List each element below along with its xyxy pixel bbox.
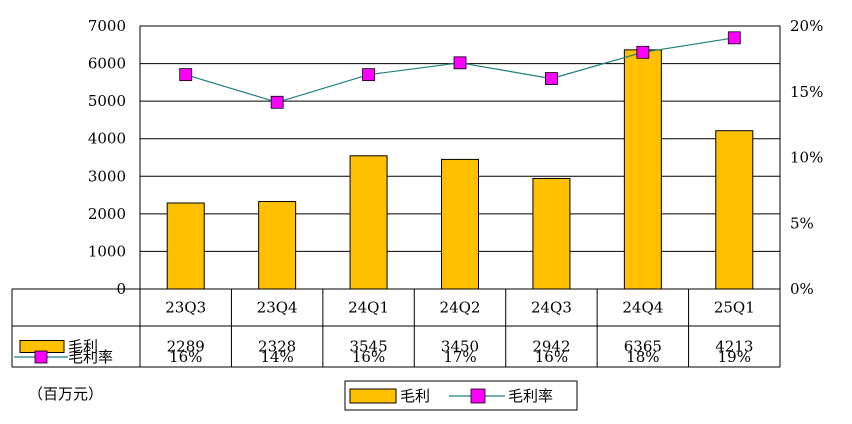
data-label: 2328 (258, 338, 296, 356)
line-marker (545, 72, 558, 85)
legend (344, 380, 578, 411)
data-label: 14% (260, 348, 293, 366)
data-label: 3450 (441, 338, 479, 356)
line-marker (362, 68, 375, 82)
y-right-tick-label: 20% (790, 17, 823, 35)
x-tick-label: 24Q3 (531, 299, 572, 317)
y-right-tick-label: 15% (790, 83, 823, 101)
data-label: 2289 (167, 338, 205, 356)
x-tick-label: 24Q1 (348, 299, 389, 317)
y-left-tick-label: 2000 (88, 205, 126, 223)
bar (441, 158, 479, 290)
x-tick-label: 24Q4 (622, 299, 663, 317)
y-right-tick-label: 10% (790, 149, 823, 167)
data-label: 16% (352, 348, 385, 366)
y-left-tick-label: 6000 (88, 55, 126, 73)
line-marker (453, 56, 467, 70)
y-left-tick-label: 7000 (88, 17, 126, 35)
table-legend-key-marker (34, 350, 48, 364)
x-tick-label: 25Q1 (714, 299, 755, 317)
legend-key-bar (349, 388, 397, 404)
legend-label: 毛利 (400, 387, 430, 405)
line-marker (727, 31, 741, 45)
y-left-tick-label: 5000 (88, 92, 126, 110)
legend-label: 毛利率 (508, 387, 553, 405)
legend-key-marker (470, 388, 486, 404)
data-label: 4213 (715, 338, 753, 356)
data-label: 3545 (349, 338, 387, 356)
data-label: 19% (718, 348, 751, 366)
y-right-tick-label: 0% (790, 280, 814, 298)
data-label: 6365 (624, 338, 662, 356)
x-tick-label: 23Q3 (165, 299, 206, 317)
line-marker (270, 95, 284, 109)
bar (532, 177, 571, 290)
bar (258, 201, 297, 290)
table-row-label: 毛利率 (68, 348, 113, 366)
bar (715, 130, 754, 290)
bar (166, 202, 205, 290)
bar (349, 155, 388, 290)
x-tick-label: 23Q4 (257, 299, 298, 317)
unit-label: （百万元） (28, 385, 104, 403)
bar (623, 49, 662, 290)
line-marker (179, 68, 193, 82)
data-label: 16% (535, 348, 568, 366)
data-label: 2942 (532, 338, 570, 356)
line-marker (636, 45, 650, 59)
y-left-tick-label: 1000 (88, 242, 126, 260)
x-tick-label: 24Q2 (440, 299, 481, 317)
data-label: 18% (626, 348, 659, 366)
data-label: 16% (169, 348, 202, 366)
y-right-tick-label: 5% (790, 214, 814, 232)
y-left-tick-label: 3000 (88, 167, 126, 185)
table-row-label: 毛利 (68, 338, 98, 356)
data-label: 17% (443, 348, 476, 366)
y-left-tick-label: 4000 (88, 130, 126, 148)
